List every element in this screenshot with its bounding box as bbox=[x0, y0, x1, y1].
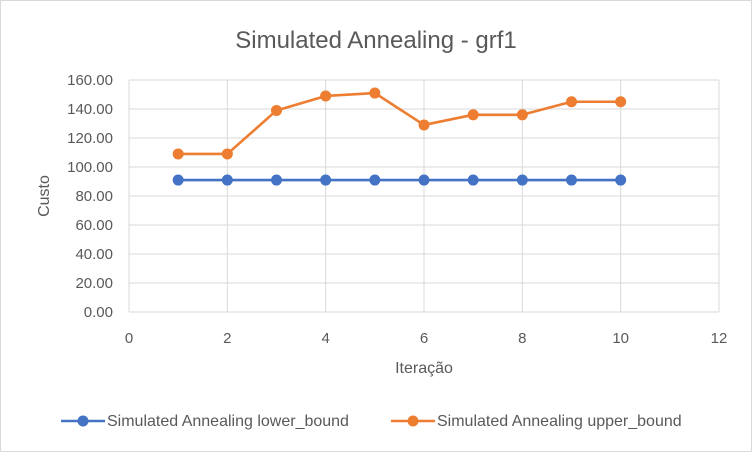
data-point bbox=[172, 174, 184, 186]
legend-marker bbox=[77, 415, 89, 427]
data-point bbox=[566, 174, 577, 186]
y-tick-label: 40.00 bbox=[75, 246, 113, 263]
x-tick-label: 10 bbox=[612, 330, 629, 347]
y-tick-label: 160.00 bbox=[67, 72, 113, 89]
x-axis-ticks: 0 2 4 6 8 10 12 bbox=[125, 330, 728, 347]
data-point bbox=[566, 96, 577, 108]
y-tick-label: 80.00 bbox=[75, 188, 113, 205]
x-tick-label: 0 bbox=[125, 330, 133, 347]
series-line bbox=[178, 91, 621, 156]
x-tick-label: 8 bbox=[518, 330, 526, 347]
data-point bbox=[615, 174, 627, 186]
data-point bbox=[516, 174, 528, 186]
data-point bbox=[172, 148, 184, 160]
series-2 bbox=[172, 87, 627, 160]
data-point bbox=[467, 174, 479, 186]
legend-entry: Simulated Annealing lower_bound bbox=[61, 413, 349, 430]
legend-label: Simulated Annealing upper_bound bbox=[437, 413, 682, 430]
data-point bbox=[516, 109, 528, 121]
y-tick-label: 120.00 bbox=[67, 130, 113, 147]
x-tick-label: 4 bbox=[321, 330, 329, 347]
y-tick-label: 140.00 bbox=[67, 101, 113, 118]
data-point bbox=[221, 174, 233, 186]
legend: Simulated Annealing lower_bound Simulated… bbox=[61, 413, 682, 430]
legend-entry: Simulated Annealing upper_bound bbox=[391, 413, 682, 430]
y-axis-ticks: 0.00 20.00 40.00 60.00 80.00 100.00 120.00 140.… bbox=[67, 72, 113, 321]
series-1 bbox=[172, 174, 627, 186]
data-point bbox=[615, 96, 627, 108]
data-point bbox=[320, 174, 332, 186]
data-series bbox=[172, 87, 627, 186]
data-point bbox=[320, 90, 332, 102]
x-tick-label: 6 bbox=[420, 330, 428, 347]
data-point bbox=[418, 119, 430, 131]
x-tick-label: 12 bbox=[711, 330, 728, 347]
gridlines bbox=[128, 79, 720, 313]
data-point bbox=[418, 174, 430, 186]
data-point bbox=[271, 104, 282, 116]
chart-title: Simulated Annealing - grf1 bbox=[235, 27, 517, 54]
data-point bbox=[221, 148, 233, 160]
x-tick-label: 2 bbox=[223, 330, 231, 347]
y-tick-label: 60.00 bbox=[75, 217, 113, 234]
data-point bbox=[271, 174, 282, 186]
data-point bbox=[369, 87, 381, 99]
data-point bbox=[369, 174, 381, 186]
data-point bbox=[467, 109, 479, 121]
legend-label: Simulated Annealing lower_bound bbox=[107, 413, 349, 430]
legend-marker bbox=[407, 415, 419, 427]
y-axis-label: Custo bbox=[36, 175, 53, 217]
y-tick-label: 20.00 bbox=[75, 275, 113, 292]
x-axis-label: Iteração bbox=[395, 360, 453, 377]
y-tick-label: 100.00 bbox=[67, 159, 113, 176]
y-tick-label: 0.00 bbox=[84, 304, 113, 321]
